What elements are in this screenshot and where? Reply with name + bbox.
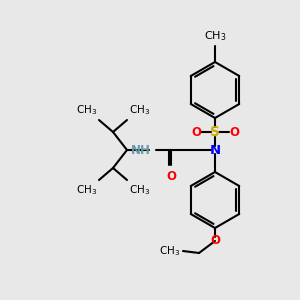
- Text: O: O: [210, 235, 220, 248]
- Text: S: S: [210, 125, 220, 139]
- Text: O: O: [229, 125, 239, 139]
- Text: O: O: [191, 125, 201, 139]
- Text: O: O: [166, 170, 176, 183]
- Text: CH$_3$: CH$_3$: [129, 103, 150, 117]
- Text: CH$_3$: CH$_3$: [76, 183, 97, 197]
- Text: CH$_3$: CH$_3$: [204, 29, 226, 43]
- Text: CH$_3$: CH$_3$: [129, 183, 150, 197]
- Text: CH$_3$: CH$_3$: [76, 103, 97, 117]
- Text: N: N: [209, 143, 220, 157]
- Text: NH: NH: [131, 143, 151, 157]
- Text: CH$_3$: CH$_3$: [159, 244, 180, 258]
